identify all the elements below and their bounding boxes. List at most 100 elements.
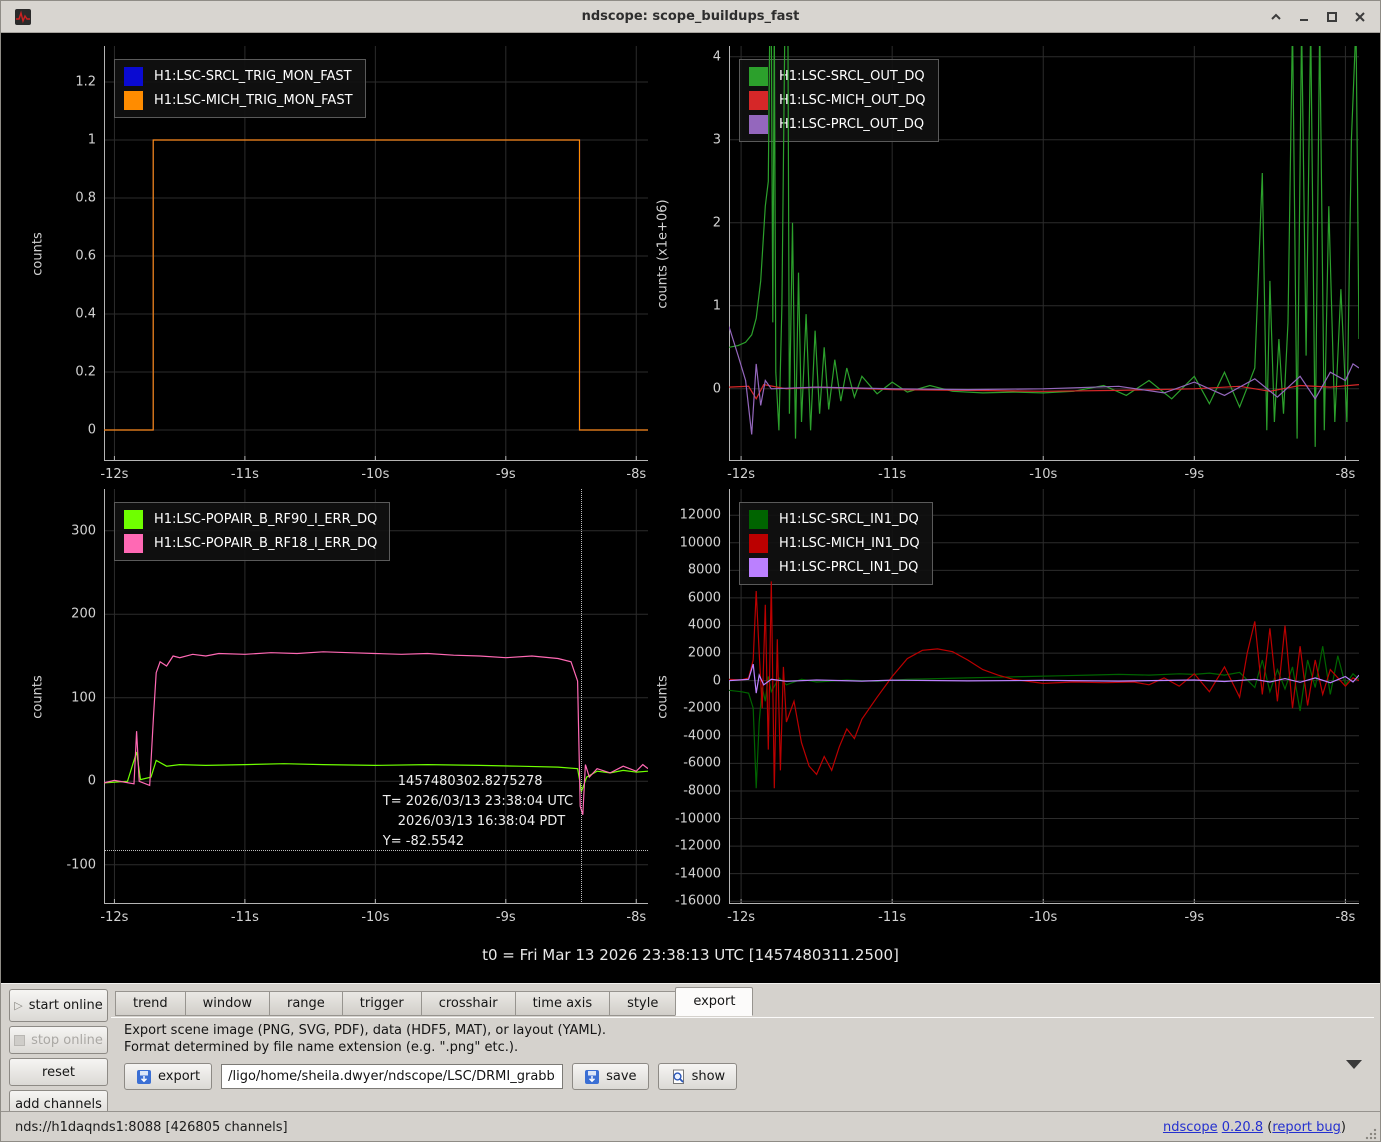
export-tab-panel: Export scene image (PNG, SVG, PDF), data… [111,1017,1374,1106]
plot-grid: counts H1:LSC-SRCL_TRIG_MON_FASTH1:LSC-M… [1,33,1380,983]
close-window-icon[interactable] [1348,5,1372,29]
x-tick-label: -11s [231,910,259,925]
x-tick-label: -8s [1336,910,1356,925]
tab-trigger[interactable]: trigger [342,991,422,1016]
y-tick-label: 1 [88,132,96,147]
y-tick-label: 3 [713,132,721,147]
y-tick-label: -6000 [683,756,721,771]
x-tick-label: -9s [1184,467,1204,482]
y-tick-label: -12000 [675,839,721,854]
x-tick-label: -12s [727,910,755,925]
x-tick-label: -9s [1184,910,1204,925]
y-tick-label: 0.6 [75,248,96,263]
save-icon [584,1069,600,1085]
y-tick-label: 4 [713,49,721,64]
crosshair-gps: 1457480302.8275278 [383,772,573,792]
x-tick-label: -10s [361,467,389,482]
t0-label: t0 = Fri Mar 13 2026 23:38:13 UTC [14574… [1,946,1380,964]
x-tick-label: -8s [626,467,646,482]
x-tick-label: -12s [100,467,128,482]
about-links: ndscope 0.20.8 (report bug) [1163,1112,1346,1142]
status-bar: nds://h1daqnds1:8088 [426805 channels] n… [1,1111,1380,1142]
y-tick-label: 2 [713,215,721,230]
maximize-window-icon[interactable] [1320,5,1344,29]
crosshair-readout: 1457480302.8275278 T= 2026/03/13 23:38:0… [383,772,573,852]
crosshair-utc: T= 2026/03/13 23:38:04 UTC [383,792,573,812]
y-tick-label: 0 [713,381,721,396]
y-tick-label: 0 [88,774,96,789]
y-tick-label: 0.4 [75,306,96,321]
stop-icon [14,1035,25,1046]
crosshair-yvalue: Y= -82.5542 [383,832,573,852]
collapse-panel-icon[interactable] [1346,1060,1362,1069]
export-button[interactable]: export [124,1063,212,1090]
plot-curves-layer [104,46,648,461]
ndscope-link[interactable]: ndscope [1163,1120,1218,1135]
y-tick-label: 0.2 [75,364,96,379]
x-tick-label: -11s [878,910,906,925]
tab-export[interactable]: export [675,987,753,1016]
crosshair-vertical-line [581,489,582,904]
series-trace [104,140,648,430]
x-tick-label: -10s [1029,467,1057,482]
tab-time-axis[interactable]: time axis [515,991,611,1016]
y-tick-label: -100 [66,857,96,872]
plot-curves-layer [729,489,1359,904]
series-trace [104,140,648,430]
y-axis-label: counts [656,675,671,718]
version-link[interactable]: 0.20.8 [1222,1120,1263,1135]
y-tick-label: 8000 [688,563,721,578]
shade-window-icon[interactable] [1264,5,1288,29]
y-tick-label: 300 [71,523,96,538]
series-trace [729,327,1359,435]
y-axis-label: counts [31,232,46,275]
start-online-button[interactable]: ▷ start online [9,989,108,1022]
y-tick-label: -16000 [675,894,721,909]
y-tick-label: -14000 [675,866,721,881]
y-tick-label: 0 [88,422,96,437]
y-tick-label: 0 [713,673,721,688]
y-tick-label: 0.8 [75,190,96,205]
series-trace [729,646,1359,788]
y-tick-label: 12000 [680,508,721,523]
y-tick-label: 6000 [688,590,721,605]
tab-bar: trendwindowrangetriggercrosshairtime axi… [115,991,752,1016]
reset-button[interactable]: reset [9,1058,108,1086]
crosshair-local: 2026/03/13 16:38:04 PDT [383,812,573,832]
series-trace [729,581,1359,788]
resize-grip[interactable] [1365,1128,1377,1140]
stop-online-button[interactable]: stop online [9,1026,108,1054]
x-tick-label: -12s [727,467,755,482]
y-tick-label: 1.2 [75,74,96,89]
x-tick-label: -8s [1336,467,1356,482]
save-button[interactable]: save [572,1063,648,1090]
plot-trigger-monitors[interactable]: counts H1:LSC-SRCL_TRIG_MON_FASTH1:LSC-M… [104,46,648,461]
y-tick-label: 100 [71,690,96,705]
show-button[interactable]: show [658,1063,738,1090]
x-tick-label: -11s [878,467,906,482]
plot-curves-layer [729,46,1359,461]
tab-style[interactable]: style [609,991,676,1016]
export-path-input[interactable] [221,1064,563,1089]
x-tick-label: -10s [361,910,389,925]
y-tick-label: -4000 [683,728,721,743]
y-tick-label: -2000 [683,701,721,716]
tab-window[interactable]: window [185,991,270,1016]
tab-trend[interactable]: trend [115,991,186,1016]
plot-popair-err[interactable]: counts H1:LSC-POPAIR_B_RF90_I_ERR_DQH1:L… [104,489,648,904]
tab-crosshair[interactable]: crosshair [421,991,516,1016]
title-bar[interactable]: ndscope: scope_buildups_fast [1,1,1380,33]
y-tick-label: 200 [71,607,96,622]
y-tick-label: 2000 [688,646,721,661]
control-panel: ▷ start online stop online reset add cha… [1,983,1380,1111]
y-tick-label: 4000 [688,618,721,633]
plot-in1-dq[interactable]: counts H1:LSC-SRCL_IN1_DQH1:LSC-MICH_IN1… [729,489,1359,904]
x-tick-label: -11s [231,467,259,482]
x-tick-label: -9s [496,910,516,925]
minimize-window-icon[interactable] [1292,5,1316,29]
report-bug-link[interactable]: report bug [1272,1120,1341,1135]
tab-range[interactable]: range [269,991,343,1016]
play-icon: ▷ [14,999,22,1012]
plot-out-dq[interactable]: counts (x1e+06) H1:LSC-SRCL_OUT_DQH1:LSC… [729,46,1359,461]
window-title: ndscope: scope_buildups_fast [1,1,1380,33]
